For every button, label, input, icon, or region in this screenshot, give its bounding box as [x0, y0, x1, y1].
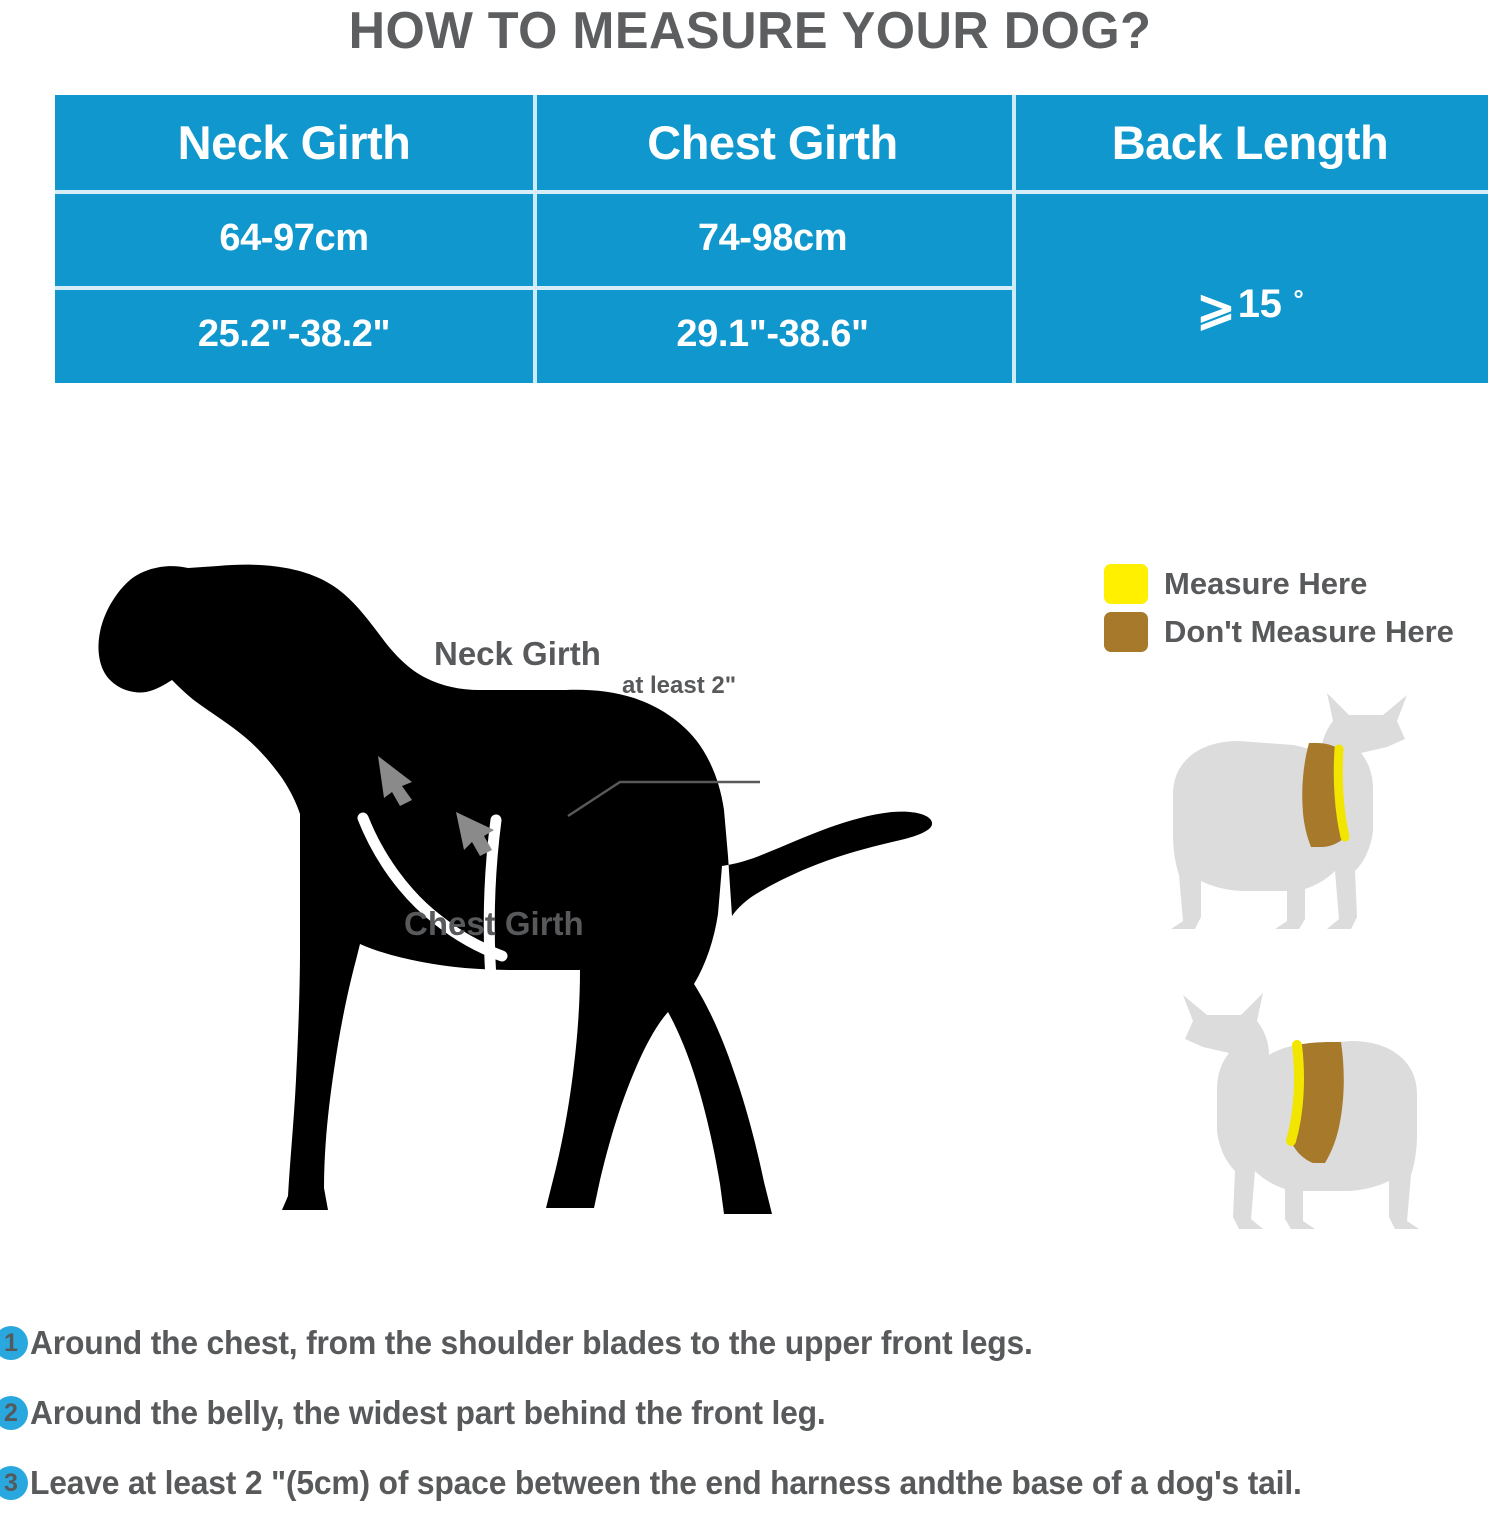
table-cell-chest-cm: 74-98cm: [697, 216, 848, 259]
table-cell-neck-cm: 64-97cm: [219, 216, 369, 259]
instructions-list: 1 Around the chest, from the shoulder bl…: [0, 1316, 1500, 1526]
measurement-diagram: Neck Girth Chest Girth at least 2" Measu…: [0, 390, 1500, 1300]
angle-measure: ⩾ 15 °: [1196, 279, 1304, 334]
page-title: HOW TO MEASURE YOUR DOG?: [348, 2, 1152, 60]
table-cell-back-length-value: ⩾ 15 °: [1012, 190, 1488, 383]
instruction-item: 3 Leave at least 2 "(5cm) of space betwe…: [0, 1456, 1500, 1510]
greater-equal-icon: ⩾: [1196, 279, 1236, 334]
clearance-label: at least 2": [622, 672, 737, 699]
yellow-measure-edge: [1286, 1040, 1304, 1146]
circle-icon: [0, 1396, 28, 1430]
yellow-swatch-icon: [1104, 564, 1148, 604]
step-number-badge: 1: [0, 1326, 28, 1360]
chest-girth-label: Chest Girth: [404, 905, 584, 942]
small-dog-neck-band-icon: [1171, 693, 1407, 929]
neck-arrow-icon: [378, 756, 412, 806]
instruction-text: Around the chest, from the shoulder blad…: [30, 1324, 1033, 1361]
neck-girth-label: Neck Girth: [434, 635, 601, 672]
instruction-item: 2 Around the belly, the widest part behi…: [0, 1386, 1500, 1440]
instruction-item: 1 Around the chest, from the shoulder bl…: [0, 1316, 1500, 1370]
legend-item-measure-here: Measure Here: [1104, 562, 1454, 606]
legend-label-dont-measure-here: Don't Measure Here: [1164, 614, 1454, 649]
chest-arrow-icon: [456, 812, 494, 856]
table-column-divider-2: [1012, 95, 1016, 383]
step-number: 1: [4, 1328, 18, 1357]
back-length-number: 15: [1237, 282, 1282, 326]
clearance-leader-line: [567, 780, 760, 818]
legend-label-measure-here: Measure Here: [1164, 566, 1368, 601]
chest-girth-strap: [483, 814, 512, 1100]
circle-icon: [0, 1326, 28, 1360]
table-column-divider-1: [533, 95, 537, 383]
yellow-measure-edge: [1333, 744, 1350, 842]
neck-girth-strap: [357, 812, 508, 962]
table-header-back-length: Back Length: [1111, 116, 1389, 169]
legend: Measure Here Don't Measure Here: [1104, 562, 1454, 658]
instruction-text: Leave at least 2 "(5cm) of space between…: [30, 1464, 1302, 1501]
step-number-badge: 2: [0, 1396, 28, 1430]
table-cell-neck-inch: 25.2"-38.2": [197, 313, 391, 355]
small-dog-chest-band-icon: [1183, 993, 1419, 1229]
table-row-divider-1: [55, 190, 1488, 194]
step-number: 3: [4, 1468, 18, 1497]
step-number: 2: [4, 1398, 18, 1427]
step-number-badge: 3: [0, 1466, 28, 1500]
degree-icon: °: [1293, 283, 1304, 314]
dog-silhouette-icon: [98, 564, 933, 1214]
table-header-chest-girth: Chest Girth: [647, 116, 898, 169]
legend-item-dont-measure-here: Don't Measure Here: [1104, 610, 1454, 654]
size-chart-table: Neck Girth Chest Girth Back Length 64-97…: [55, 95, 1488, 383]
instruction-text: Around the belly, the widest part behind…: [30, 1394, 826, 1431]
table-cell-chest-inch: 29.1"-38.6": [676, 313, 869, 355]
table-row-divider-2: [55, 286, 1012, 290]
brown-swatch-icon: [1104, 612, 1148, 652]
table-header-neck-girth: Neck Girth: [177, 116, 411, 169]
